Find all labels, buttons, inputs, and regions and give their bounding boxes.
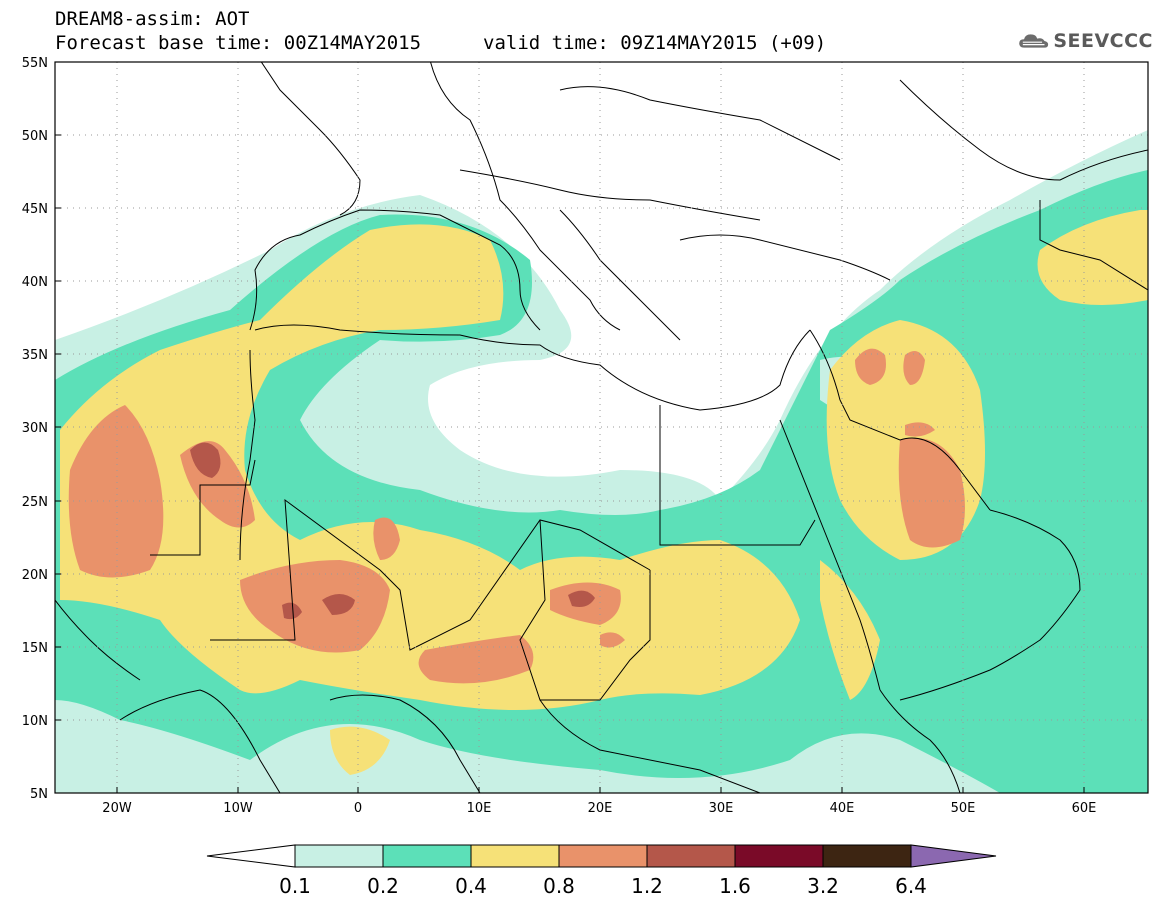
forecast-base-time: Forecast base time: 00Z14MAY2015 xyxy=(55,32,422,54)
aot-level-1-2 xyxy=(190,442,595,620)
lat-label: 20N xyxy=(22,568,48,583)
lon-label: 0 xyxy=(354,801,362,816)
lat-label: 25N xyxy=(22,495,48,510)
lon-label: 60E xyxy=(1072,801,1097,816)
lat-label: 45N xyxy=(22,202,48,217)
coastlines xyxy=(55,62,1148,793)
aot-level-0-8 xyxy=(68,348,965,684)
legend-labels: 0.1 0.2 0.4 0.8 1.2 1.6 3.2 6.4 xyxy=(279,874,927,898)
seevccc-logo: SEEVCCC xyxy=(1018,24,1153,58)
legend-over-triangle xyxy=(910,844,997,868)
legend-level-label: 1.6 xyxy=(719,874,751,898)
legend-swatch xyxy=(734,844,824,868)
lon-label: 10W xyxy=(223,801,253,816)
lat-label: 10N xyxy=(22,714,48,729)
legend-level-label: 6.4 xyxy=(895,874,927,898)
color-legend xyxy=(206,844,997,868)
legend-level-label: 0.2 xyxy=(367,874,399,898)
legend-level-label: 0.4 xyxy=(455,874,487,898)
lon-label: 20E xyxy=(588,801,613,816)
legend-level-label: 3.2 xyxy=(807,874,839,898)
logo-text: SEEVCCC xyxy=(1053,30,1153,52)
lat-label: 5N xyxy=(30,787,48,802)
valid-time: valid time: 09Z14MAY2015 (+09) xyxy=(483,32,827,54)
lon-label: 30E xyxy=(709,801,734,816)
legend-swatch xyxy=(294,844,384,868)
graticule xyxy=(55,62,1148,793)
lon-label: 20W xyxy=(102,801,132,816)
lat-label: 35N xyxy=(22,348,48,363)
legend-swatch xyxy=(470,844,560,868)
legend-swatch xyxy=(822,844,912,868)
lat-label: 40N xyxy=(22,275,48,290)
lat-label: 55N xyxy=(22,56,48,71)
lon-label: 50E xyxy=(951,801,976,816)
aot-field xyxy=(55,130,1148,793)
axis-ticks xyxy=(55,134,1085,793)
legend-swatch xyxy=(382,844,472,868)
axis-labels: 55N 50N 45N 40N 35N 30N 25N 20N 15N 10N … xyxy=(22,56,1097,816)
lon-label: 40E xyxy=(830,801,855,816)
legend-swatch xyxy=(558,844,648,868)
legend-under-triangle xyxy=(206,844,296,868)
lat-label: 50N xyxy=(22,129,48,144)
lat-label: 30N xyxy=(22,421,48,436)
map-title: DREAM8-assim: AOT xyxy=(55,8,250,30)
legend-level-label: 0.8 xyxy=(543,874,575,898)
legend-level-label: 0.1 xyxy=(279,874,311,898)
cloud-icon xyxy=(1019,34,1049,48)
legend-swatch xyxy=(646,844,736,868)
lat-label: 15N xyxy=(22,641,48,656)
lon-label: 10E xyxy=(467,801,492,816)
legend-level-label: 1.2 xyxy=(631,874,663,898)
